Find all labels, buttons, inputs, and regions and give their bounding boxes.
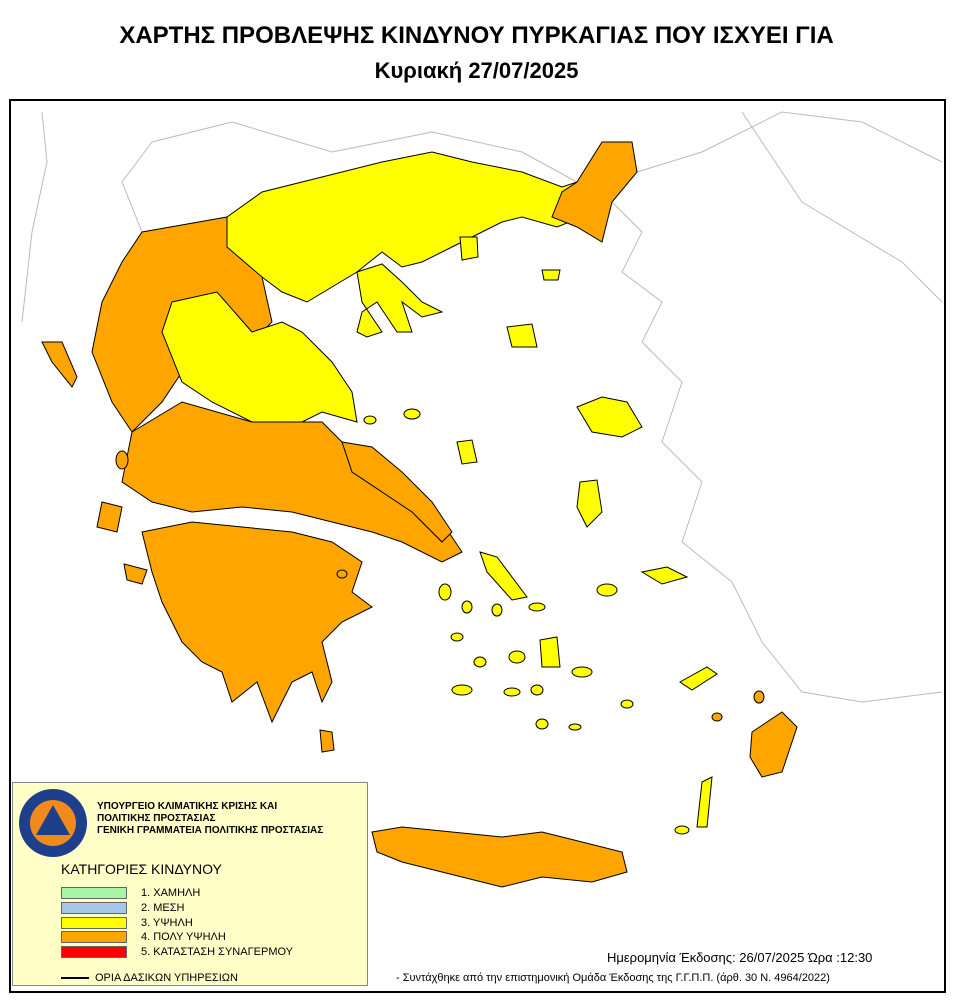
region-zakynthos — [123, 563, 148, 585]
fire-risk-map — [21, 111, 943, 888]
forecast-date: Κυριακή 27/07/2025 — [374, 58, 579, 83]
region-evros — [551, 141, 638, 243]
region-macedonia-thrace — [226, 151, 583, 303]
region-rhodes — [749, 711, 798, 778]
legend-item-low: 1. ΧΑΜΗΛΗ — [61, 887, 200, 899]
legend-label: 2. ΜΕΣΗ — [141, 902, 185, 914]
region-skyros — [456, 439, 478, 465]
region-corfu — [41, 341, 78, 388]
region-crete — [371, 826, 628, 888]
region-karpathos — [696, 776, 713, 828]
ionian-small-islands — [115, 450, 765, 722]
region-chalkidiki — [356, 263, 444, 338]
region-andros — [479, 551, 528, 601]
region-kos — [679, 666, 718, 691]
region-euboea — [341, 441, 453, 543]
credit-note: - Συντάχθηκε από την επιστημονική Ομάδα … — [396, 972, 830, 984]
region-lesvos — [576, 396, 643, 438]
region-kefalonia — [96, 501, 123, 533]
legend-label: 3. ΥΨΗΛΗ — [141, 917, 193, 929]
civil-protection-logo — [19, 789, 87, 857]
region-chios — [576, 479, 603, 528]
issue-date: Ημερομηνία Έκδοσης: 26/07/2025 Ώρα :12:3… — [607, 950, 873, 965]
boundary-line-swatch — [61, 977, 89, 979]
region-limnos — [506, 323, 538, 348]
legend-item-medium: 2. ΜΕΣΗ — [61, 902, 184, 914]
region-peloponnese — [141, 521, 373, 724]
map-frame — [9, 99, 946, 993]
legend-item-high: 3. ΥΨΗΛΗ — [61, 917, 193, 929]
forest-service-areas — [41, 141, 798, 888]
region-thessaly — [161, 291, 358, 423]
categories-title: ΚΑΤΗΓΟΡΙΕΣ ΚΙΝΔΥΝΟΥ — [61, 861, 222, 877]
swatch — [61, 917, 127, 929]
swatch — [61, 931, 127, 943]
region-central-greece — [121, 401, 463, 563]
legend-panel: ΥΠΟΥΡΓΕΙΟ ΚΛΙΜΑΤΙΚΗΣ ΚΡΙΣΗΣ ΚΑΙ ΠΟΛΙΤΙΚΗ… — [12, 782, 368, 986]
org-line-2: ΠΟΛΙΤΙΚΗΣ ΠΡΟΣΤΑΣΙΑΣ — [97, 813, 216, 824]
legend-boundary: ΟΡΙΑ ΔΑΣΙΚΩΝ ΥΠΗΡΕΣΙΩΝ — [61, 972, 238, 984]
legend-label: 5. ΚΑΤΑΣΤΑΣΗ ΣΥΝΑΓΕΡΜΟΥ — [141, 946, 294, 958]
swatch — [61, 887, 127, 899]
swatch — [61, 902, 127, 914]
cyclades-islands — [363, 408, 690, 835]
neighbor-borders — [21, 111, 943, 703]
legend-label: 1. ΧΑΜΗΛΗ — [141, 887, 201, 899]
map-title: ΧΑΡΤΗΣ ΠΡΟΒΛΕΨΗΣ ΚΙΝΔΥΝΟΥ ΠΥΡΚΑΓΙΑΣ ΠΟΥ … — [119, 22, 834, 49]
legend-item-very-high: 4. ΠΟΛΥ ΥΨΗΛΗ — [61, 931, 226, 943]
region-thasos — [459, 236, 479, 261]
legend-item-alert: 5. ΚΑΤΑΣΤΑΣΗ ΣΥΝΑΓΕΡΜΟΥ — [61, 946, 293, 958]
region-samothraki — [541, 269, 561, 281]
legend-label: 4. ΠΟΛΥ ΥΨΗΛΗ — [141, 931, 226, 943]
region-naxos — [539, 636, 561, 668]
org-line-1: ΥΠΟΥΡΓΕΙΟ ΚΛΙΜΑΤΙΚΗΣ ΚΡΙΣΗΣ ΚΑΙ — [97, 801, 278, 812]
swatch — [61, 946, 127, 958]
boundary-label: ΟΡΙΑ ΔΑΣΙΚΩΝ ΥΠΗΡΕΣΙΩΝ — [95, 972, 238, 984]
region-samos — [640, 566, 689, 585]
org-line-3: ΓΕΝΙΚΗ ΓΡΑΜΜΑΤΕΙΑ ΠΟΛΙΤΙΚΗΣ ΠΡΟΣΤΑΣΙΑΣ — [97, 825, 324, 836]
region-kythira — [319, 729, 335, 753]
